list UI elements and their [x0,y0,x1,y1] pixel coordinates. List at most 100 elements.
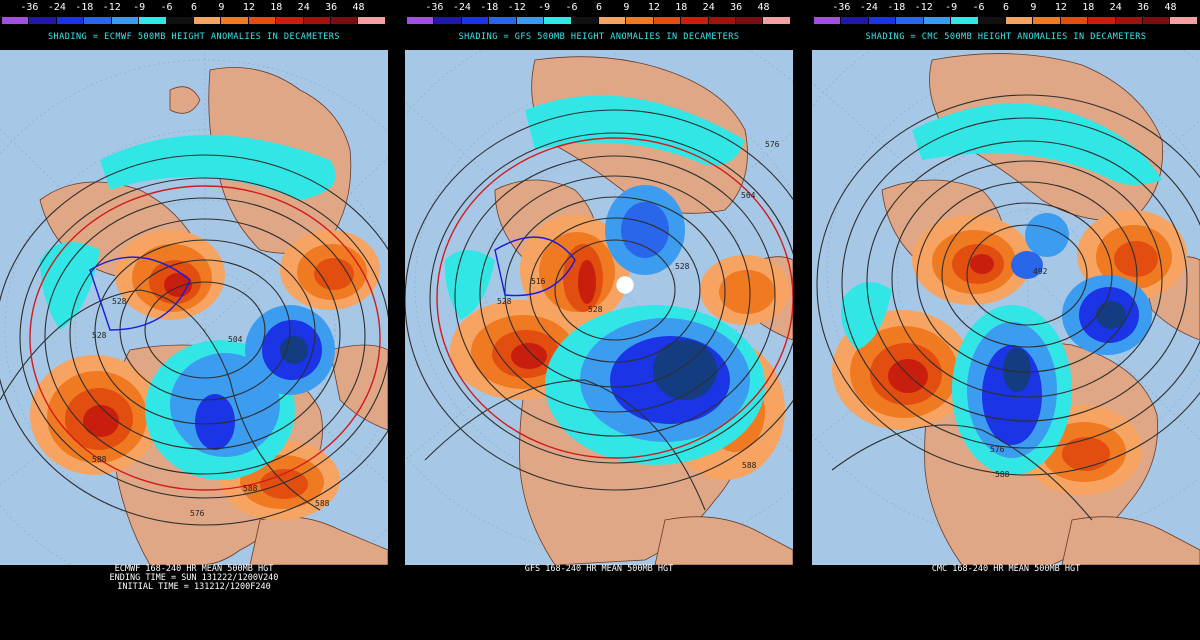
contour-label: 528 [675,262,690,271]
colorbar-swatch [841,17,869,24]
height-contours [405,109,793,511]
colorbar-swatch [221,17,249,24]
footer-line: GFS 168-240 HR MEAN 500MB HGT [524,564,674,574]
colorbar-swatch [407,17,435,24]
colorbar-tick-label: 12 [647,2,660,13]
colorbar-swatch [29,17,57,24]
anomaly-colorbar: -36 -24 -18 -12 -9 -6 6 9 12 18 24 36 48 [812,0,1200,30]
colorbar-swatch [276,17,304,24]
colorbar-swatch [708,17,737,24]
polar-map: 516 528 528 564 576 588 528 [405,50,793,565]
colorbar-swatch [763,17,791,24]
colorbar-tick-label: 18 [675,2,688,13]
colorbar-ticks: -36 -24 -18 -12 -9 -6 6 9 12 18 24 36 48 [812,2,1200,16]
ecmwf-panel: -36 -24 -18 -12 -9 -6 6 9 12 18 24 36 48 SHADING = E… [0,0,388,640]
colorbar-swatch [331,17,359,24]
colorbar-tick-label: -6 [972,2,985,13]
warm-anomaly-north-pacific [832,310,972,430]
contour-label: 588 [243,484,258,493]
colorbar-swatch [1033,17,1061,24]
cold-anomaly-arctic [841,103,1162,350]
colorbar-tick-label: -12 [102,2,121,13]
cold-anomaly-north-america [952,305,1072,475]
contour-label: 588 [92,455,107,464]
cold-anomaly-arctic [40,135,336,330]
colorbar-tick-label: 48 [1164,2,1177,13]
colorbar-swatch [923,17,952,24]
map-svg: 528 528 504 588 588 576 588 [0,50,388,565]
colorbar-swatch [358,17,386,24]
warm-anomaly-northeast-asia [115,230,225,320]
colorbar-tick-label: -9 [945,2,958,13]
colorbar-tick-label: 12 [242,2,255,13]
colorbar-swatch [1005,17,1034,24]
cmc-panel: -36 -24 -18 -12 -9 -6 6 9 12 18 24 36 48 SHADING = C… [812,0,1200,640]
colorbar-swatch [814,17,842,24]
colorbar-tick-label: -36 [832,2,851,13]
colorbar-swatch [598,17,627,24]
colorbar-tick-label: 24 [702,2,715,13]
height-contours [0,154,388,526]
colorbar-swatch [653,17,682,24]
colorbar-tick-label: 12 [1054,2,1067,13]
colorbar-swatch [736,17,764,24]
contour-label: 528 [497,297,512,306]
warm-anomaly-siberia [520,215,630,325]
colorbar-swatch [139,17,167,24]
contour-labels: 528 528 504 588 588 576 588 [92,297,330,518]
colorbar-tick-label: 48 [757,2,770,13]
contour-label: 576 [765,140,780,149]
colorbar-tick-label: -36 [425,2,444,13]
colorbar-tick-label: 9 [623,2,630,13]
polar-map: 492 588 576 [812,50,1200,565]
footer-line: ENDING TIME = SUN 131222/1200V240 [109,573,279,583]
colorbar-swatch [978,17,1006,24]
panel-footer: CMC 168-240 HR MEAN 500MB HGT [812,565,1200,574]
footer-line: ECMWF 168-240 HR MEAN 500MB HGT [114,564,274,574]
colorbar-swatch [571,17,599,24]
colorbar-tick-label: -18 [887,2,906,13]
colorbar-tick-label: 18 [270,2,283,13]
contour-label: 588 [995,470,1010,479]
colorbar-tick-label: 6 [595,2,603,13]
anomaly-colorbar: -36 -24 -18 -12 -9 -6 6 9 12 18 24 36 48 [405,0,793,30]
anomaly-colorbar: -36 -24 -18 -12 -9 -6 6 9 12 18 24 36 48 [0,0,388,30]
colorbar-swatch [544,17,572,24]
contour-label: 528 [112,297,127,306]
contour-label: 588 [742,461,757,470]
colorbar-swatch [626,17,654,24]
contour-labels: 516 528 528 564 576 588 528 [497,140,780,470]
footer-line: INITIAL TIME = 131212/1200F240 [117,582,271,592]
colorbar-tick-label: -18 [75,2,94,13]
contour-label: 576 [190,509,205,518]
height-contours [816,94,1200,521]
colorbar-swatch [896,17,924,24]
colorbar-tick-label: -36 [20,2,39,13]
colorbar-tick-label: 6 [1002,2,1010,13]
colorbar-swatch [111,17,140,24]
colorbar-swatches [2,17,386,24]
colorbar-swatch [461,17,490,24]
colorbar-tick-label: -9 [538,2,551,13]
colorbar-swatch [166,17,194,24]
colorbar-tick-label: 24 [1109,2,1122,13]
contour-label: 528 [92,331,107,340]
colorbar-tick-label: -24 [859,2,878,13]
cold-anomaly-greenland [245,305,335,395]
special-contours [29,185,381,491]
colorbar-tick-label: 9 [218,2,225,13]
contour-label: 516 [531,277,546,286]
colorbar-swatch [248,17,277,24]
colorbar-swatch [303,17,332,24]
cold-anomaly-east-siberia [1011,213,1069,279]
colorbar-swatch [1060,17,1089,24]
colorbar-swatch [193,17,222,24]
colorbar-swatch [84,17,112,24]
colorbar-tick-label: -24 [47,2,66,13]
warm-anomaly-europe [280,230,380,310]
contour-label: 564 [741,191,756,200]
contour-label: 492 [1033,267,1048,276]
colorbar-tick-label: 48 [352,2,365,13]
shading-caption: SHADING = ECMWF 500MB HEIGHT ANOMALIES I… [47,32,341,42]
colorbar-tick-label: -12 [507,2,526,13]
